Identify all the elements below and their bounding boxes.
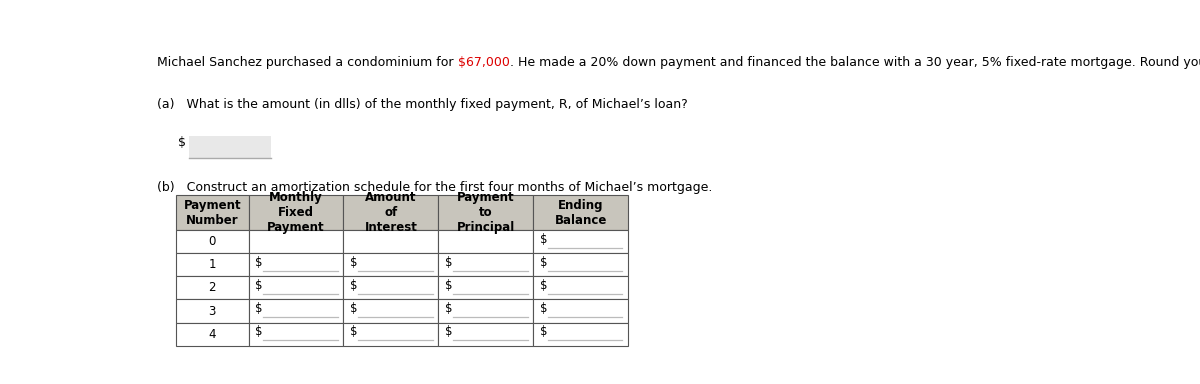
Bar (176, 253, 248, 276)
Text: $: $ (350, 325, 358, 338)
Bar (176, 195, 248, 230)
Bar (248, 276, 343, 300)
Text: $: $ (350, 256, 358, 269)
Text: Payment
Number: Payment Number (184, 199, 241, 227)
Bar (533, 195, 628, 230)
Bar (343, 230, 438, 253)
Text: $: $ (540, 279, 547, 292)
Bar (343, 276, 438, 300)
Text: $: $ (445, 279, 452, 292)
Bar (533, 253, 628, 276)
Text: Michael Sanchez purchased a condominium for: Michael Sanchez purchased a condominium … (157, 56, 458, 70)
Text: $: $ (256, 325, 263, 338)
Bar (438, 323, 533, 346)
Text: 2: 2 (209, 281, 216, 295)
Bar (343, 195, 438, 230)
Bar (248, 195, 343, 230)
Bar (533, 300, 628, 323)
Bar (438, 230, 533, 253)
Text: Ending
Balance: Ending Balance (554, 199, 607, 227)
Text: $: $ (540, 302, 547, 315)
Text: 0: 0 (209, 235, 216, 248)
Text: $: $ (540, 325, 547, 338)
Bar (343, 300, 438, 323)
Bar (248, 230, 343, 253)
Text: $: $ (540, 233, 547, 246)
Bar (248, 253, 343, 276)
Text: $: $ (445, 302, 452, 315)
Text: $: $ (178, 136, 186, 149)
Text: (b)   Construct an amortization schedule for the first four months of Michael’s : (b) Construct an amortization schedule f… (157, 180, 713, 194)
Bar (533, 276, 628, 300)
Text: Payment
to
Principal: Payment to Principal (457, 191, 515, 234)
Text: 3: 3 (209, 305, 216, 318)
Bar (343, 253, 438, 276)
Bar (248, 323, 343, 346)
Text: $: $ (256, 302, 263, 315)
Text: (a)   What is the amount (in dlls) of the monthly fixed payment, R, of Michael’s: (a) What is the amount (in dlls) of the … (157, 98, 688, 111)
Bar (533, 323, 628, 346)
Text: Monthly
Fixed
Payment: Monthly Fixed Payment (268, 191, 325, 234)
Bar (176, 300, 248, 323)
Text: 1: 1 (209, 258, 216, 271)
Bar (248, 300, 343, 323)
Text: $: $ (256, 279, 263, 292)
Text: 4: 4 (209, 328, 216, 341)
Text: $: $ (350, 302, 358, 315)
Text: $: $ (540, 256, 547, 269)
Text: $: $ (445, 325, 452, 338)
Text: $: $ (445, 256, 452, 269)
Bar (438, 300, 533, 323)
Bar (176, 323, 248, 346)
Text: $: $ (256, 256, 263, 269)
Text: . He made a 20% down payment and financed the balance with a 30 year, 5% fixed-r: . He made a 20% down payment and finance… (510, 56, 1200, 70)
Text: $: $ (350, 279, 358, 292)
Bar (343, 323, 438, 346)
Bar (533, 230, 628, 253)
Text: $67,000: $67,000 (458, 56, 510, 70)
Text: Amount
of
Interest: Amount of Interest (365, 191, 418, 234)
Bar (438, 253, 533, 276)
Bar (438, 195, 533, 230)
Bar (176, 276, 248, 300)
Bar (438, 276, 533, 300)
Bar (176, 230, 248, 253)
Bar (190, 136, 271, 159)
